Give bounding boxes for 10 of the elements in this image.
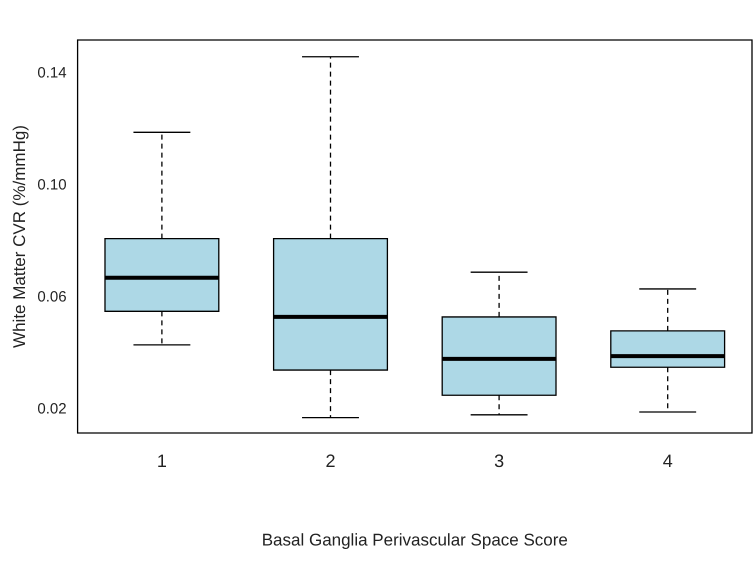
y-tick-label: 0.06: [37, 288, 67, 306]
y-tick-label: 0.10: [37, 176, 67, 194]
x-axis-title: Basal Ganglia Perivascular Space Score: [262, 530, 568, 550]
x-tick-label: 4: [662, 450, 673, 471]
x-tick-label: 1: [156, 450, 167, 471]
x-tick-label: 2: [325, 450, 336, 471]
x-tick-label: 3: [494, 450, 504, 471]
y-tick-label: 0.14: [37, 64, 67, 82]
y-axis-title: White Matter CVR (%/mmHg): [10, 125, 29, 348]
y-tick-label: 0.02: [37, 400, 67, 418]
